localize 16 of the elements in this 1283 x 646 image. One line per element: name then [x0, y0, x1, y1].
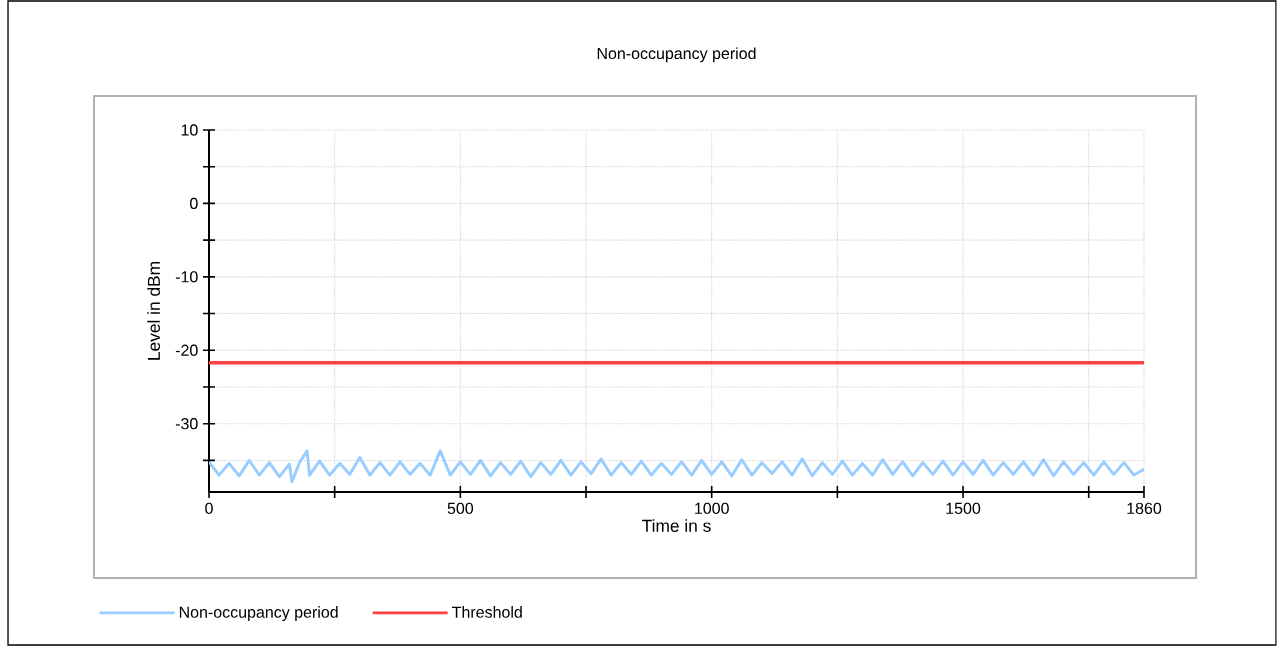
y-tick-label: -20	[175, 344, 198, 356]
line-series	[209, 449, 1144, 484]
x-tick-label: 1860	[1127, 502, 1162, 515]
y-tick-label: -30	[175, 418, 198, 430]
x-tick-label: 1000	[695, 502, 729, 515]
y-tick-label: 0	[190, 197, 198, 210]
chart-title: Non-occupancy period	[597, 47, 756, 63]
y-axis-title: Level in dBm	[147, 262, 161, 360]
x-tick-label: 0	[205, 502, 213, 515]
y-tick-label: -10	[175, 271, 198, 283]
x-tick-label: 1500	[946, 502, 981, 515]
x-axis-title: Time in s	[642, 519, 711, 532]
y-tick-label: 10	[181, 124, 198, 136]
legend-label: Threshold	[452, 606, 522, 618]
x-tick-label: 500	[447, 502, 474, 515]
legend-label: Non-occupancy period	[179, 606, 338, 622]
